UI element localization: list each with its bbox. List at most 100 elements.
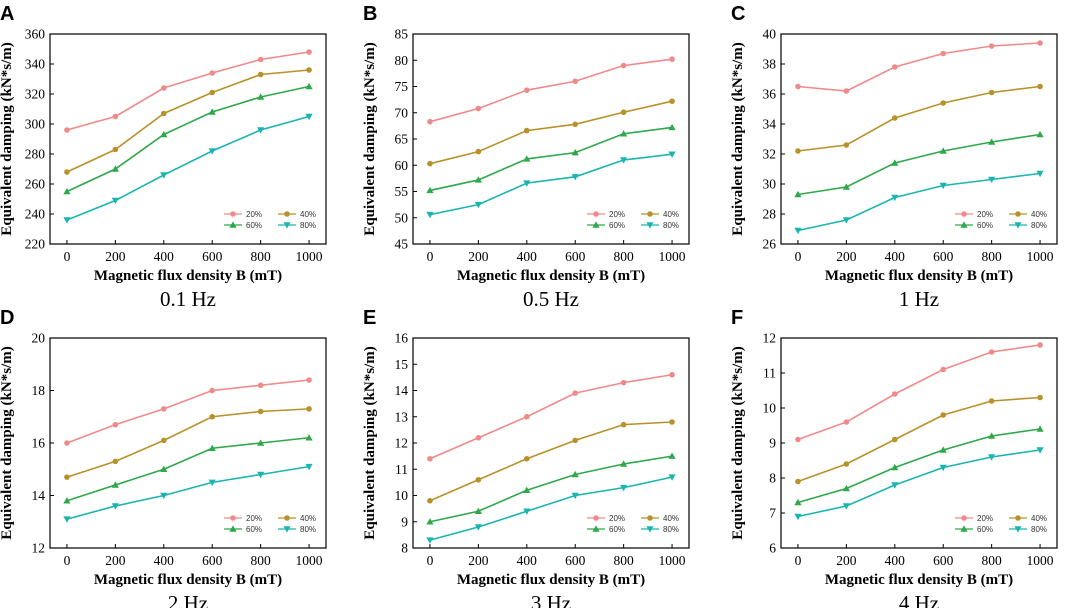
legend-marker [646, 222, 654, 229]
y-axis-title: Equivalent damping (kN*s/m) [730, 42, 746, 235]
y-tick-label: 10 [395, 488, 409, 503]
series-60pct [426, 123, 676, 194]
data-point [988, 432, 996, 439]
data-point [1036, 170, 1044, 178]
data-point [305, 463, 313, 471]
data-point [940, 366, 947, 373]
series-60pct [63, 434, 313, 504]
data-point [523, 180, 531, 187]
series-80pct [794, 170, 1044, 235]
x-tick-label: 0 [64, 249, 71, 264]
series-line [429, 153, 673, 216]
data-point [891, 391, 898, 397]
plot-frame [412, 33, 690, 245]
series-line [66, 408, 310, 478]
data-point [160, 110, 167, 117]
data-point [842, 217, 850, 224]
series-20pct [427, 371, 675, 462]
data-point [111, 165, 119, 172]
data-point [988, 454, 996, 461]
data-point [668, 474, 676, 481]
data-point [160, 85, 167, 91]
legend-label: 20% [609, 210, 625, 219]
legend-marker [592, 525, 600, 532]
data-point [571, 149, 579, 156]
data-point [426, 186, 434, 194]
frequency-caption: 2 Hz [168, 591, 208, 608]
data-point [795, 148, 801, 154]
x-tick-label: 400 [885, 553, 906, 568]
y-tick-label: 9 [769, 436, 776, 451]
data-point [475, 434, 482, 441]
frequency-caption: 0.1 Hz [160, 287, 216, 311]
x-tick-label: 800 [982, 553, 1003, 568]
y-tick-label: 8 [769, 471, 776, 486]
y-tick-label: 340 [25, 57, 46, 72]
legend-marker [646, 526, 654, 533]
legend-label: 20% [609, 514, 625, 523]
data-point [523, 155, 531, 162]
series-line [66, 379, 310, 444]
panel-letter: F [731, 307, 743, 329]
series-line [797, 42, 1041, 92]
legend-marker [593, 515, 599, 521]
series-80pct [794, 447, 1044, 521]
series-40pct [427, 98, 675, 167]
data-point [209, 387, 216, 394]
data-point [572, 390, 579, 396]
data-point [571, 174, 579, 181]
data-point [891, 463, 899, 471]
series-line [797, 133, 1041, 196]
data-point [63, 187, 71, 195]
y-tick-label: 320 [25, 87, 46, 102]
panel-letter: E [363, 307, 376, 329]
legend-marker [230, 515, 236, 521]
x-tick-label: 0 [64, 553, 71, 568]
x-tick-label: 1000 [1027, 553, 1054, 568]
series-line [66, 436, 310, 502]
data-point [843, 419, 850, 425]
legend-label: 20% [977, 210, 993, 219]
legend-label: 60% [977, 221, 993, 230]
data-point [842, 183, 850, 190]
legend-marker [961, 515, 967, 521]
data-point [1037, 83, 1043, 90]
x-tick-label: 800 [982, 249, 1003, 264]
series-line [66, 85, 310, 193]
legend-marker [284, 515, 290, 521]
y-tick-label: 11 [763, 366, 776, 381]
data-point [1037, 394, 1043, 401]
panel-letter: C [731, 3, 745, 25]
y-tick-label: 28 [763, 207, 777, 222]
legend-marker [284, 211, 290, 217]
data-point [306, 406, 312, 412]
series-20pct [795, 40, 1043, 94]
data-point [112, 421, 119, 428]
data-point [1036, 447, 1044, 454]
chart-panel-e: E 8 9 10 11 12 13 14 15 16 0 200 400 600 800 1000 Magnet… [362, 307, 690, 608]
data-point [939, 182, 947, 190]
series-line [66, 51, 310, 131]
data-point [620, 109, 627, 116]
legend-label: 80% [663, 525, 679, 534]
data-point [257, 439, 265, 446]
series-line [429, 100, 673, 165]
legend-marker [593, 211, 599, 217]
data-point [669, 98, 675, 104]
y-tick-label: 65 [395, 132, 409, 147]
data-point [572, 437, 579, 444]
legend-marker [229, 525, 237, 532]
x-tick-label: 200 [105, 249, 126, 264]
data-point [620, 62, 627, 69]
legend-marker [1015, 515, 1021, 521]
x-axis-title: Magnetic flux density B (mT) [825, 572, 1013, 588]
data-point [209, 413, 216, 420]
x-tick-label: 200 [836, 553, 857, 568]
data-point [620, 157, 628, 164]
y-tick-label: 85 [395, 27, 409, 42]
y-tick-label: 300 [25, 117, 46, 132]
data-point [988, 89, 995, 96]
data-point [620, 484, 628, 492]
data-point [474, 524, 482, 531]
plot-frame [49, 33, 327, 245]
